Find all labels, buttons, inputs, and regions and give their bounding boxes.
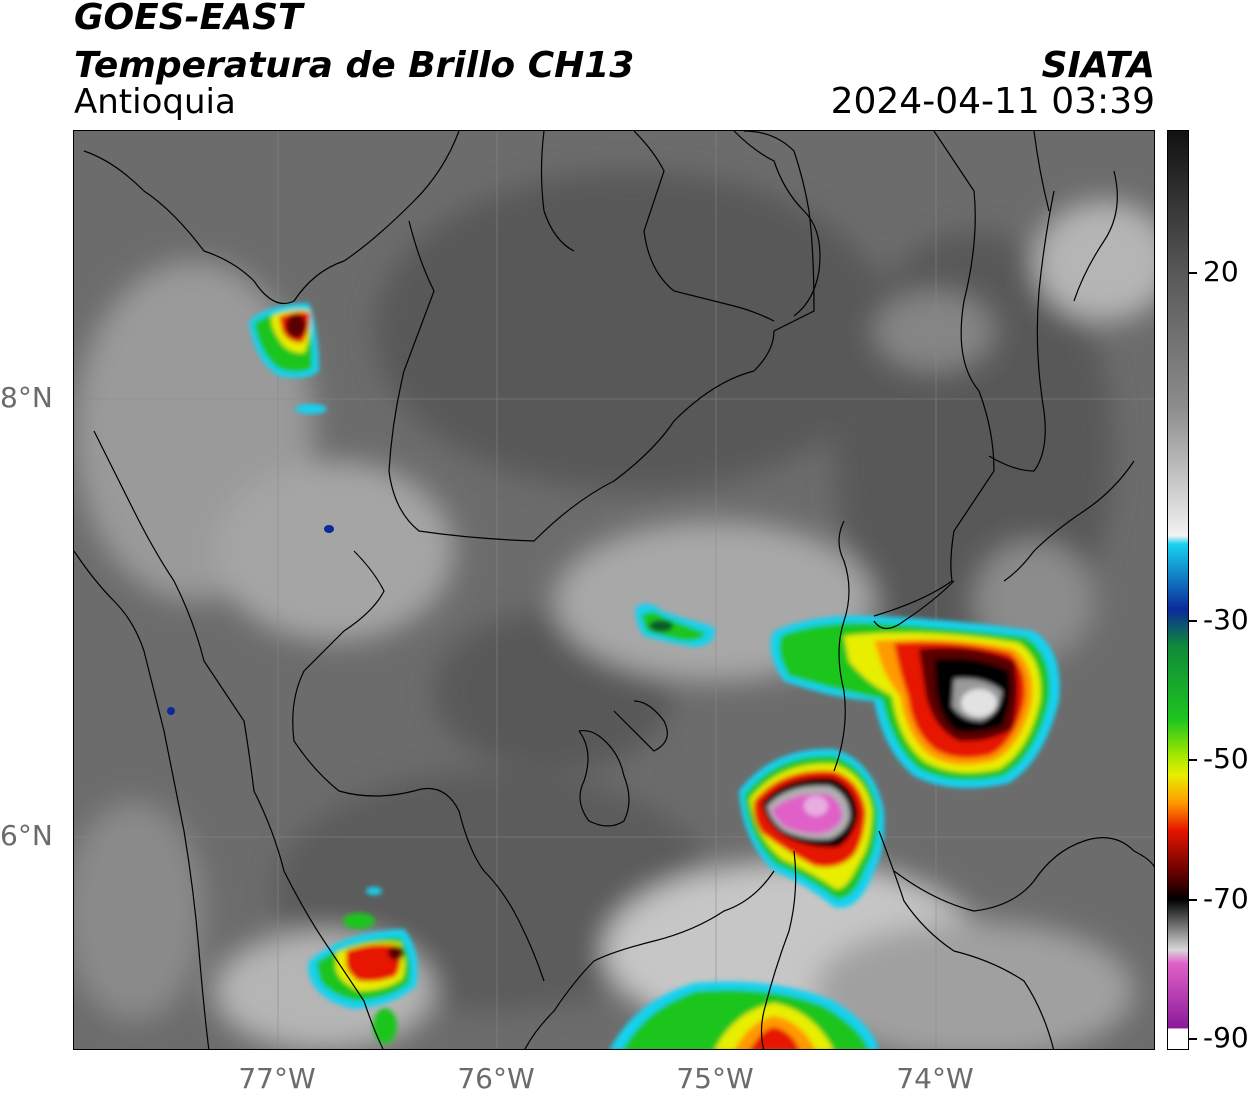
lat-label-8n: 8°N <box>0 381 53 414</box>
storm-cell-small-2 <box>324 525 334 533</box>
region-title: Antioquia <box>74 82 236 122</box>
storm-cell-medellin <box>739 748 885 908</box>
colorbar-label-minus90: -90 <box>1203 1021 1249 1054</box>
colorbar-tick <box>1189 759 1197 761</box>
storm-cell-northwest <box>249 303 319 378</box>
lon-label-75w: 75°W <box>676 1062 754 1095</box>
satellite-map <box>73 130 1155 1050</box>
lat-label-6n: 6°N <box>0 819 53 852</box>
storm-cell-small-3 <box>167 707 175 715</box>
storm-cell-east <box>770 615 1060 789</box>
agency-title: SIATA <box>1041 45 1155 86</box>
lon-label-76w: 76°W <box>457 1062 535 1095</box>
colorbar-label-minus30: -30 <box>1203 603 1249 636</box>
colorbar-tick <box>1189 899 1197 901</box>
storm-cell-center <box>635 603 715 647</box>
storm-cell-south <box>610 981 879 1049</box>
lon-label-77w: 77°W <box>238 1062 316 1095</box>
storm-cell-small-1 <box>295 404 327 414</box>
graticule <box>74 131 1154 1049</box>
lon-label-74w: 74°W <box>896 1062 974 1095</box>
temperature-colorbar <box>1167 130 1189 1050</box>
storm-cell-southwest <box>308 887 418 1044</box>
colorbar-label-minus50: -50 <box>1203 742 1249 775</box>
colorbar-label-minus70: -70 <box>1203 882 1249 915</box>
colorbar-tick <box>1189 272 1197 274</box>
datetime-label: 2024-04-11 03:39 <box>830 81 1155 122</box>
colorbar-tick <box>1189 1038 1197 1040</box>
colorbar-tick <box>1189 620 1197 622</box>
colorbar-label-20: 20 <box>1203 255 1239 288</box>
satellite-title: GOES-EAST <box>74 0 303 38</box>
product-title: Temperatura de Brillo CH13 <box>74 45 635 86</box>
boundary-lines <box>74 131 1154 1049</box>
